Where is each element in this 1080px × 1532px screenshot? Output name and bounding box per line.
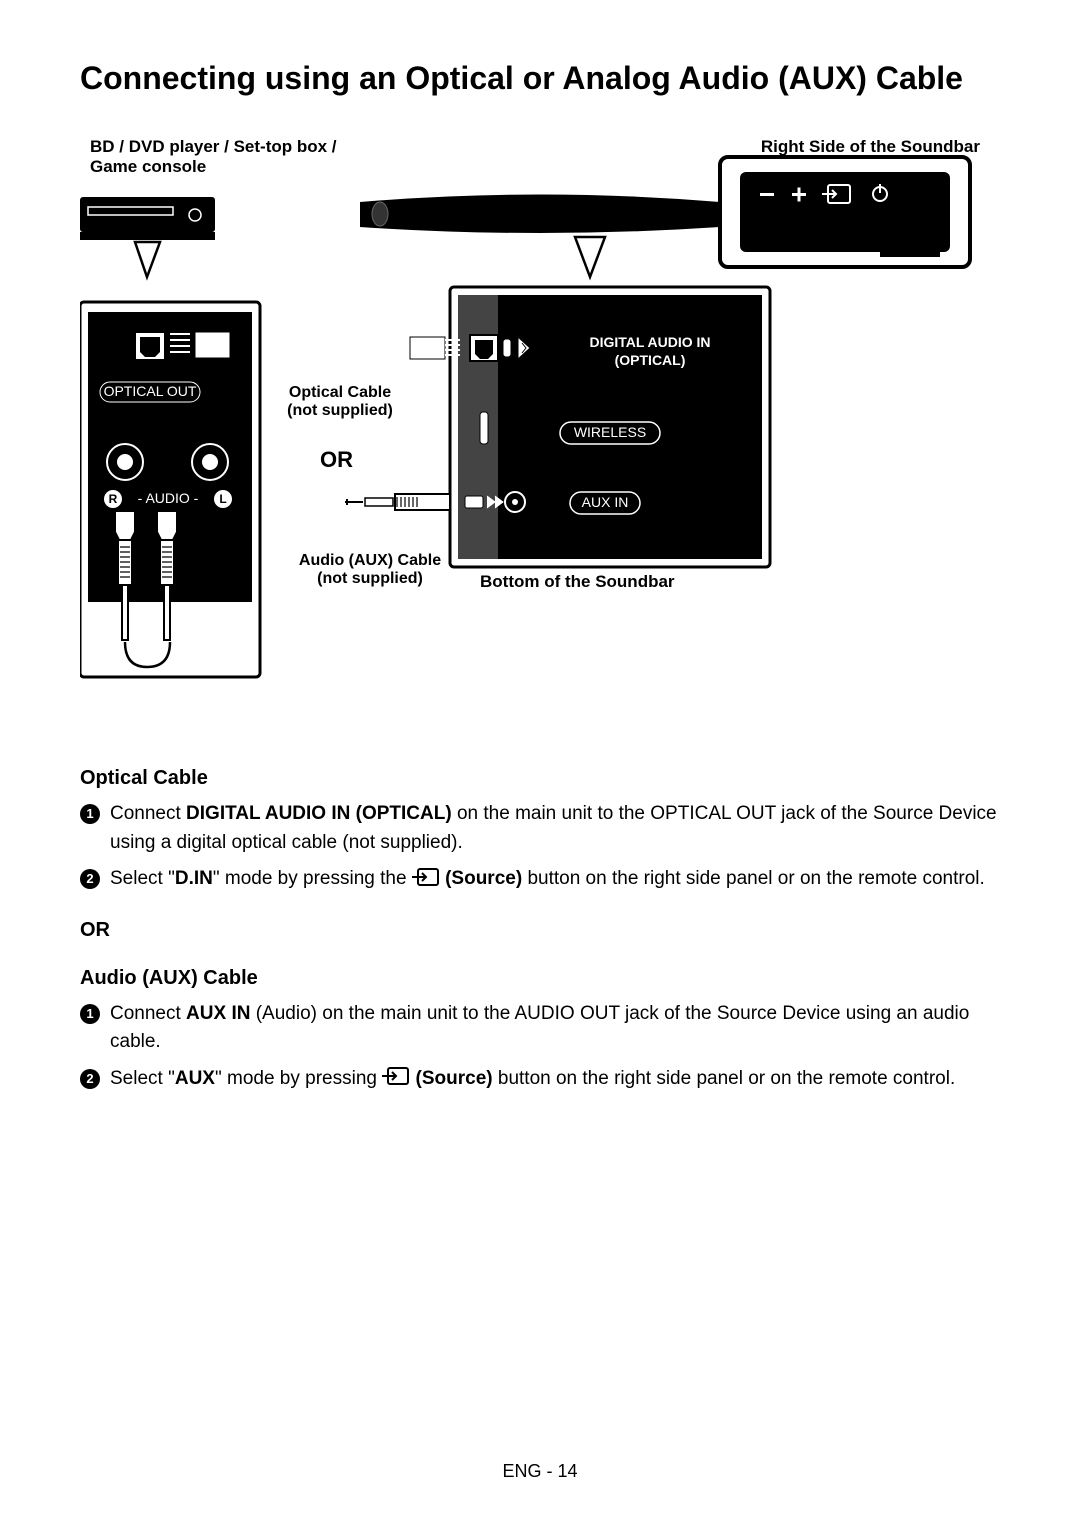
optical-step-2: 2 Select "D.IN" mode by pressing the (So… xyxy=(80,865,1000,894)
step-number-icon: 1 xyxy=(80,1004,100,1024)
svg-text:- AUDIO -: - AUDIO - xyxy=(138,490,199,506)
side-panel-icon xyxy=(720,157,970,267)
optical-out-text: OPTICAL OUT xyxy=(104,383,197,399)
optical-step-1: 1 Connect DIGITAL AUDIO IN (OPTICAL) on … xyxy=(80,800,1000,857)
optical-steps-list: 1 Connect DIGITAL AUDIO IN (OPTICAL) on … xyxy=(80,800,1000,894)
source-back-panel: OPTICAL OUT R - AUDIO - L xyxy=(80,302,260,677)
svg-text:R: R xyxy=(109,492,118,506)
source-device-icon xyxy=(80,197,215,277)
connection-diagram: BD / DVD player / Set-top box / Game con… xyxy=(80,137,1000,727)
page-title: Connecting using an Optical or Analog Au… xyxy=(80,60,1000,97)
source-icon xyxy=(412,867,440,887)
step-number-icon: 1 xyxy=(80,804,100,824)
svg-text:WIRELESS: WIRELESS xyxy=(574,424,646,440)
svg-text:L: L xyxy=(219,492,226,506)
svg-text:(OPTICAL): (OPTICAL) xyxy=(615,352,686,368)
step-number-icon: 2 xyxy=(80,869,100,889)
aux-step-1: 1 Connect AUX IN (Audio) on the main uni… xyxy=(80,1000,1000,1057)
aux-steps-list: 1 Connect AUX IN (Audio) on the main uni… xyxy=(80,1000,1000,1094)
aux-step-2: 2 Select "AUX" mode by pressing (Source)… xyxy=(80,1065,1000,1094)
rca-plug-right xyxy=(157,512,177,640)
soundbar-icon xyxy=(360,195,720,278)
aux-cable-heading: Audio (AUX) Cable xyxy=(80,967,1000,990)
diagram-svg: OPTICAL OUT R - AUDIO - L xyxy=(80,137,1000,727)
svg-text:DIGITAL AUDIO IN: DIGITAL AUDIO IN xyxy=(589,334,710,350)
optical-cable-heading: Optical Cable xyxy=(80,767,1000,790)
svg-text:AUX IN: AUX IN xyxy=(582,494,629,510)
or-separator: OR xyxy=(80,919,1000,942)
page-footer: ENG - 14 xyxy=(0,1461,1080,1482)
source-icon xyxy=(382,1066,410,1086)
soundbar-bottom-panel: DIGITAL AUDIO IN (OPTICAL) WIRELESS AUX … xyxy=(345,287,770,567)
step-number-icon: 2 xyxy=(80,1069,100,1089)
rca-plug-left xyxy=(115,512,135,640)
